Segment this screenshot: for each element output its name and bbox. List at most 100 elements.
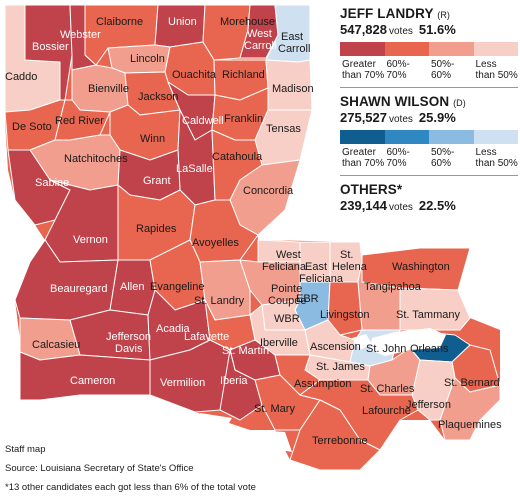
- candidate-percent: 22.5%: [418, 198, 456, 213]
- candidate-wilson: SHAWN WILSON (D) 275,527 votes 25.9% Great…: [340, 94, 518, 176]
- label-concordia: Concordia: [243, 185, 294, 197]
- label-west-feliciana-line2: Feliciana: [262, 261, 307, 273]
- label-winn: Winn: [140, 133, 165, 145]
- label-sabine: Sabine: [35, 177, 69, 189]
- label-st-charles: St. Charles: [360, 383, 415, 395]
- label-livingston: Livingston: [320, 309, 370, 321]
- label-vermilion: Vermilion: [160, 377, 205, 389]
- label-caldwell: Caldwell: [182, 115, 224, 127]
- label-caddo: Caddo: [5, 71, 37, 83]
- label-st-tammany: St. Tammany: [396, 309, 460, 321]
- swatch: [384, 130, 429, 144]
- source-line: Source: Louisiana Secretary of State's O…: [5, 463, 194, 474]
- candidate-stats: 547,828 votes 51.6%: [340, 22, 518, 37]
- parish-cameron: [19, 351, 151, 401]
- label-washington: Washington: [392, 261, 450, 273]
- label-st-landry: St. Landry: [194, 295, 245, 307]
- label-evangeline: Evangeline: [150, 281, 204, 293]
- parish-plaquemines: [439, 377, 501, 441]
- candidate-name-text: JEFF LANDRY: [340, 6, 434, 21]
- label-east-feliciana-line2: Feliciana: [299, 273, 344, 285]
- label-west-carroll: West Carroll: [244, 28, 276, 52]
- label-st-mary: St. Mary: [254, 403, 295, 415]
- swatch: [340, 42, 385, 56]
- label-east-feliciana-line1: East: [305, 261, 327, 273]
- label-jefferson-davis-line2: Davis: [115, 343, 143, 355]
- candidate-name: OTHERS*: [340, 182, 518, 197]
- label-east-carroll: East Carroll: [278, 31, 310, 55]
- swatch: [473, 42, 518, 56]
- swatch: [384, 42, 429, 56]
- legend-panel: JEFF LANDRY (R) 547,828 votes 51.6% Greate…: [340, 0, 518, 213]
- divider: [340, 175, 518, 176]
- label-lincoln: Lincoln: [130, 53, 165, 65]
- color-scale: [340, 42, 518, 56]
- label-lafourche: Lafourche: [362, 405, 411, 417]
- label-red-river: Red River: [55, 115, 104, 127]
- label-webster: Webster: [60, 29, 101, 41]
- label-madison: Madison: [272, 83, 314, 95]
- label-jefferson-davis-line1: Jefferson: [106, 331, 151, 343]
- lake-maurepas: [352, 334, 372, 350]
- label-st-helena-line1: St.: [340, 249, 353, 261]
- candidate-others: OTHERS* 239,144 votes 22.5%: [340, 182, 518, 213]
- label-west-carroll-line2: Carroll: [244, 40, 276, 52]
- candidate-votes: 275,527: [340, 110, 387, 125]
- votes-label: votes: [389, 114, 413, 125]
- label-acadia: Acadia: [156, 323, 191, 335]
- scale-labels: Greater than 70% 60%- 70% 50%- 60% Less …: [340, 59, 518, 81]
- label-iberville: Iberville: [260, 337, 298, 349]
- scale-label: Greater than 70%: [342, 147, 385, 169]
- candidate-percent: 51.6%: [418, 22, 456, 37]
- parish-terrebonne: [289, 399, 381, 471]
- label-west-feliciana: West Feliciana: [262, 249, 307, 273]
- parish-livingston: [327, 281, 363, 336]
- candidate-party: (R): [437, 10, 451, 20]
- scale-label: Greater than 70%: [342, 59, 385, 81]
- label-de-soto: De Soto: [12, 121, 52, 133]
- label-bienville: Bienville: [88, 83, 129, 95]
- footnote-line: *13 other candidates each got less than …: [5, 482, 256, 493]
- label-lafayette: Lafayette: [184, 331, 229, 343]
- label-bossier: Bossier: [32, 41, 69, 53]
- label-assumption: Assumption: [294, 378, 351, 390]
- swatch: [340, 130, 385, 144]
- scale-labels: Greater than 70% 60%- 70% 50%- 60% Less …: [340, 147, 518, 169]
- label-catahoula: Catahoula: [212, 151, 263, 163]
- label-jackson: Jackson: [138, 91, 178, 103]
- candidate-votes: 239,144: [340, 198, 387, 213]
- swatch: [429, 130, 474, 144]
- vermilion-bay: [200, 413, 232, 428]
- label-ouachita: Ouachita: [172, 69, 217, 81]
- label-jefferson: Jefferson: [406, 399, 451, 411]
- label-west-feliciana-line1: West: [276, 249, 301, 261]
- candidate-landry: JEFF LANDRY (R) 547,828 votes 51.6% Greate…: [340, 6, 518, 88]
- label-vernon: Vernon: [73, 234, 108, 246]
- votes-label: votes: [389, 26, 413, 37]
- label-calcasieu: Calcasieu: [32, 339, 80, 351]
- candidate-percent: 25.9%: [418, 110, 456, 125]
- scale-label: 60%- 70%: [386, 147, 410, 169]
- label-east-feliciana: East Feliciana: [299, 261, 344, 285]
- scale-label: 60%- 70%: [386, 59, 410, 81]
- label-east-carroll-line2: Carroll: [278, 43, 310, 55]
- label-east-carroll-line1: East: [281, 31, 303, 43]
- map-notes: Staff map Source: Louisiana Secretary of…: [5, 440, 256, 497]
- scale-label: 50%- 60%: [431, 59, 455, 81]
- votes-label: votes: [389, 202, 413, 213]
- label-tangipahoa: Tangipahoa: [364, 281, 422, 293]
- divider: [340, 87, 518, 88]
- label-rapides: Rapides: [136, 223, 177, 235]
- atchafalaya-bay: [255, 430, 292, 452]
- candidate-name-text: OTHERS*: [340, 182, 403, 197]
- label-orleans: Orleans: [410, 343, 449, 355]
- label-st-bernard: St. Bernard: [444, 377, 500, 389]
- parish-lafourche: [299, 379, 419, 451]
- label-pointe-coupee-line2: Coupee: [268, 295, 307, 307]
- label-west-carroll-line1: West: [247, 28, 272, 40]
- label-union: Union: [168, 16, 197, 28]
- label-wbr: WBR: [274, 313, 300, 325]
- label-morehouse: Morehouse: [220, 16, 275, 28]
- scale-label: 50%- 60%: [431, 147, 455, 169]
